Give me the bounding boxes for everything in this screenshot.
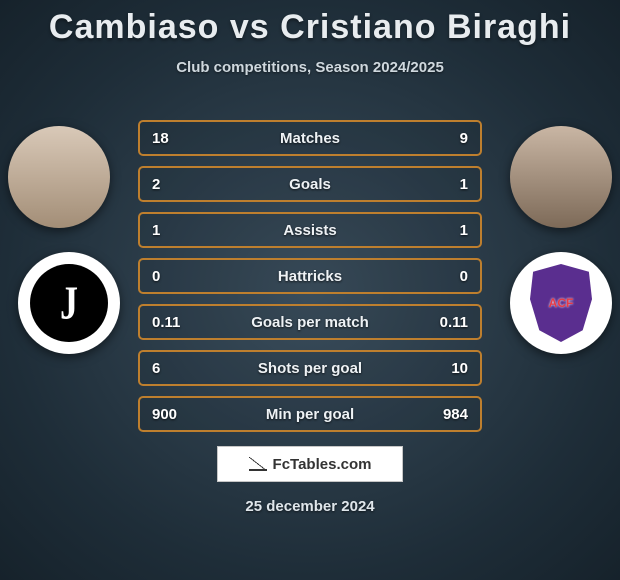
- stat-value-right: 984: [424, 406, 468, 423]
- player-left-name: Cambiaso: [49, 8, 220, 46]
- stat-label: Matches: [196, 130, 424, 147]
- stat-value-right: 0.11: [424, 314, 468, 331]
- stat-label: Hattricks: [196, 268, 424, 285]
- vs-separator: vs: [230, 8, 270, 46]
- player-right-name: Cristiano Biraghi: [280, 8, 571, 46]
- stat-label: Goals per match: [196, 314, 424, 331]
- stat-row: 0.11 Goals per match 0.11: [138, 304, 482, 340]
- stat-value-left: 0: [152, 268, 196, 285]
- player-right-avatar: [510, 126, 612, 228]
- stat-value-right: 1: [424, 222, 468, 239]
- stat-value-left: 1: [152, 222, 196, 239]
- stat-label: Goals: [196, 176, 424, 193]
- stat-value-left: 18: [152, 130, 196, 147]
- juventus-icon: J: [30, 264, 108, 342]
- stat-row: 2 Goals 1: [138, 166, 482, 202]
- subtitle: Club competitions, Season 2024/2025: [0, 59, 620, 76]
- stats-table: 18 Matches 9 2 Goals 1 1 Assists 1 0 Hat…: [138, 120, 482, 442]
- stat-label: Min per goal: [196, 406, 424, 423]
- stat-row: 1 Assists 1: [138, 212, 482, 248]
- page-title: Cambiaso vs Cristiano Biraghi: [0, 0, 620, 47]
- club-right-label: ACF: [549, 296, 574, 310]
- stat-value-right: 9: [424, 130, 468, 147]
- stat-value-right: 1: [424, 176, 468, 193]
- stat-label: Shots per goal: [196, 360, 424, 377]
- fctables-icon: [249, 457, 267, 471]
- stat-row: 900 Min per goal 984: [138, 396, 482, 432]
- stat-value-left: 0.11: [152, 314, 196, 331]
- stat-value-left: 2: [152, 176, 196, 193]
- stat-label: Assists: [196, 222, 424, 239]
- player-left-avatar: [8, 126, 110, 228]
- source-badge[interactable]: FcTables.com: [217, 446, 403, 482]
- club-left-letter: J: [60, 276, 78, 331]
- source-badge-text: FcTables.com: [273, 456, 372, 473]
- stat-row: 18 Matches 9: [138, 120, 482, 156]
- stat-value-right: 0: [424, 268, 468, 285]
- club-right-badge: ACF: [510, 252, 612, 354]
- club-left-badge: J: [18, 252, 120, 354]
- stat-value-left: 6: [152, 360, 196, 377]
- fiorentina-icon: ACF: [530, 264, 592, 342]
- stat-row: 6 Shots per goal 10: [138, 350, 482, 386]
- stat-row: 0 Hattricks 0: [138, 258, 482, 294]
- date-label: 25 december 2024: [245, 498, 374, 515]
- stat-value-left: 900: [152, 406, 196, 423]
- stat-value-right: 10: [424, 360, 468, 377]
